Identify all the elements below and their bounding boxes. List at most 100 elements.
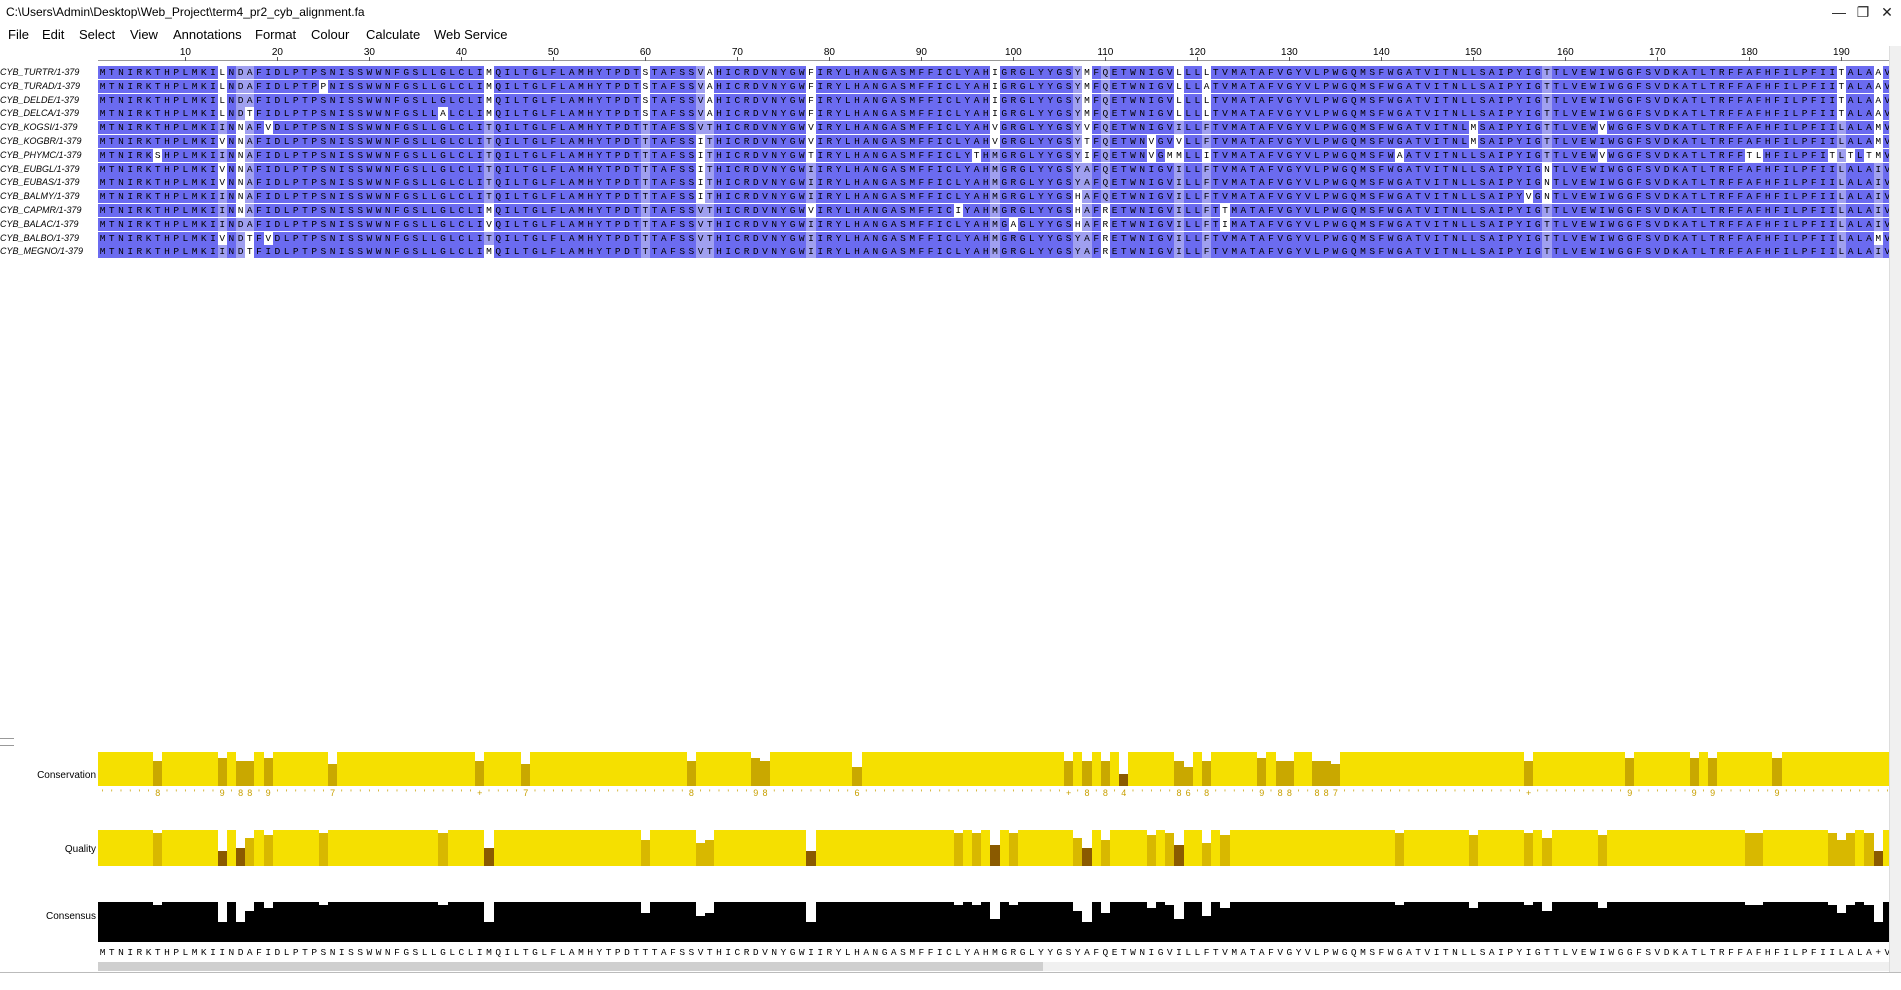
residue[interactable]: T [1082, 135, 1092, 148]
residue[interactable]: W [374, 204, 384, 217]
residue[interactable]: F [806, 66, 816, 79]
residue[interactable]: I [815, 176, 825, 190]
residue[interactable]: G [880, 66, 890, 79]
residue[interactable]: S [677, 204, 687, 217]
residue[interactable]: C [732, 107, 742, 121]
residue[interactable]: S [686, 176, 696, 190]
residue[interactable]: R [742, 135, 752, 148]
residue[interactable]: G [1616, 66, 1626, 79]
residue[interactable]: N [236, 121, 246, 135]
residue[interactable]: F [1376, 121, 1386, 135]
residue[interactable]: L [953, 121, 963, 135]
residue[interactable]: A [1487, 190, 1497, 204]
residue[interactable]: G [1395, 204, 1405, 217]
residue[interactable]: Y [1045, 190, 1055, 204]
residue[interactable]: G [438, 245, 448, 259]
residue[interactable]: F [1735, 231, 1745, 245]
residue[interactable]: F [916, 148, 926, 162]
residue[interactable]: F [254, 245, 264, 259]
residue[interactable]: M [907, 190, 917, 204]
residue[interactable]: N [328, 79, 338, 93]
residue[interactable]: M [484, 66, 494, 79]
residue[interactable]: N [116, 245, 126, 259]
residue[interactable]: M [1358, 66, 1368, 79]
residue[interactable]: T [1441, 204, 1451, 217]
residue[interactable]: I [1818, 162, 1828, 176]
residue[interactable]: F [392, 176, 402, 190]
residue[interactable]: Y [962, 217, 972, 231]
residue[interactable]: H [981, 217, 991, 231]
residue[interactable]: P [1800, 176, 1810, 190]
residue[interactable]: A [659, 231, 669, 245]
residue[interactable]: M [990, 162, 1000, 176]
residue[interactable]: S [898, 190, 908, 204]
residue[interactable]: W [364, 79, 374, 93]
residue[interactable]: H [852, 148, 862, 162]
residue[interactable]: H [714, 66, 724, 79]
residue[interactable]: V [1303, 135, 1313, 148]
residue[interactable]: V [1882, 66, 1892, 79]
residue[interactable]: F [1772, 79, 1782, 93]
residue[interactable]: R [1100, 217, 1110, 231]
residue[interactable]: G [401, 217, 411, 231]
residue[interactable]: A [889, 107, 899, 121]
residue[interactable]: V [1275, 162, 1285, 176]
residue[interactable]: I [1524, 121, 1534, 135]
residue[interactable]: T [1413, 66, 1423, 79]
residue[interactable]: G [1156, 121, 1166, 135]
residue[interactable]: L [447, 66, 457, 79]
residue[interactable]: N [769, 217, 779, 231]
residue[interactable]: G [1054, 162, 1064, 176]
residue[interactable]: I [217, 121, 227, 135]
residue[interactable]: D [272, 162, 282, 176]
residue[interactable]: T [1689, 162, 1699, 176]
sequence-name[interactable]: CYB_EUBAS/1-379 [0, 176, 96, 189]
residue[interactable]: L [282, 190, 292, 204]
residue[interactable]: V [1882, 245, 1892, 259]
residue[interactable]: T [650, 190, 660, 204]
residue[interactable]: A [1404, 121, 1414, 135]
residue[interactable]: P [318, 79, 328, 93]
residue[interactable]: A [567, 107, 577, 121]
residue[interactable]: L [420, 79, 430, 93]
residue[interactable]: A [1082, 231, 1092, 245]
residue[interactable]: G [999, 93, 1009, 107]
residue[interactable]: F [1809, 204, 1819, 217]
residue[interactable]: I [696, 162, 706, 176]
residue[interactable]: L [1560, 135, 1570, 148]
residue[interactable]: A [972, 66, 982, 79]
residue[interactable]: T [806, 148, 816, 162]
residue[interactable]: P [291, 204, 301, 217]
residue[interactable]: I [337, 121, 347, 135]
residue[interactable]: D [1662, 79, 1672, 93]
residue[interactable]: L [1698, 66, 1708, 79]
residue[interactable]: V [1303, 148, 1313, 162]
residue[interactable]: A [659, 204, 669, 217]
residue[interactable]: A [659, 245, 669, 259]
residue[interactable]: D [272, 231, 282, 245]
residue[interactable]: L [1855, 204, 1865, 217]
residue[interactable]: G [1625, 204, 1635, 217]
residue[interactable]: S [410, 107, 420, 121]
residue[interactable]: A [1487, 217, 1497, 231]
residue[interactable]: D [1662, 93, 1672, 107]
close-button[interactable]: ✕ [1874, 3, 1900, 21]
residue[interactable]: L [1836, 217, 1846, 231]
residue[interactable]: G [401, 204, 411, 217]
residue[interactable]: M [98, 204, 108, 217]
residue[interactable]: N [1137, 66, 1147, 79]
residue[interactable]: N [116, 107, 126, 121]
residue[interactable]: E [1110, 79, 1120, 93]
residue[interactable]: Y [1514, 121, 1524, 135]
residue[interactable]: F [1726, 79, 1736, 93]
residue[interactable]: G [1625, 121, 1635, 135]
residue[interactable]: T [1248, 135, 1258, 148]
residue[interactable]: H [585, 93, 595, 107]
residue[interactable]: F [254, 66, 264, 79]
residue[interactable]: V [263, 121, 273, 135]
residue[interactable]: C [944, 231, 954, 245]
residue[interactable]: T [1119, 135, 1129, 148]
residue[interactable]: G [401, 245, 411, 259]
residue[interactable]: A [1864, 245, 1874, 259]
residue[interactable]: H [981, 231, 991, 245]
